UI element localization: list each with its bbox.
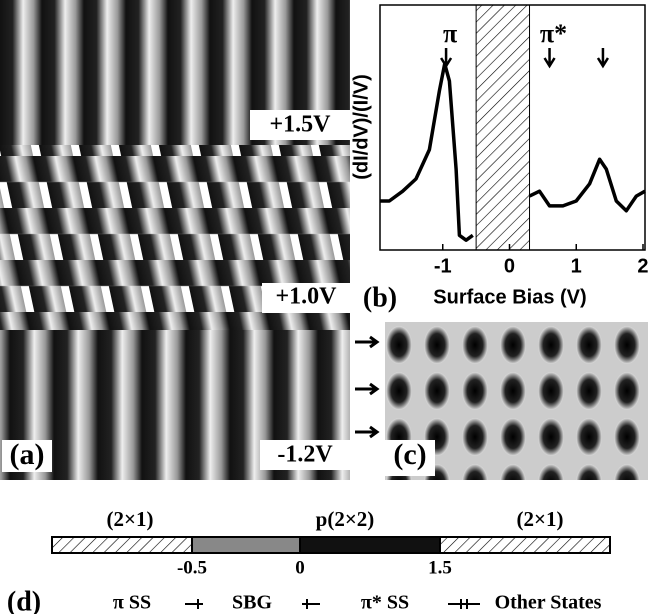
- bias-label: -1.2V: [277, 442, 333, 468]
- x-tick-label: 2: [637, 255, 648, 277]
- bias-tick-label: 1.5: [428, 557, 452, 578]
- gap-region: [475, 4, 531, 251]
- phase-label: p(2×2): [316, 507, 375, 531]
- state-label: SBG: [232, 592, 272, 614]
- phase-label: (2×1): [107, 507, 154, 531]
- x-axis-label: Surface Bias (V): [433, 286, 586, 308]
- arrow: [543, 48, 556, 69]
- x-tick-label: 1: [571, 255, 582, 277]
- x-tick-label: 0: [504, 255, 515, 277]
- plot-frame: [379, 4, 646, 251]
- bias-label: +1.0V: [275, 284, 337, 310]
- panel-c-image: [355, 322, 648, 480]
- panel-a-image: [0, 0, 350, 480]
- panel-label: (a): [10, 438, 45, 471]
- panel-label: (d): [7, 586, 41, 614]
- panel-label: (b): [363, 282, 397, 313]
- state-label: π SS: [113, 592, 151, 614]
- x-tick-label: -1: [434, 255, 452, 277]
- arrow: [440, 48, 453, 69]
- state-label: Other States: [495, 592, 602, 614]
- arrow: [596, 48, 610, 69]
- spectrum-line: [380, 62, 646, 242]
- bias-tick-label: -0.5: [177, 557, 207, 578]
- panel-label: (c): [393, 438, 426, 471]
- bias-label: +1.5V: [269, 112, 331, 138]
- panel-d: [51, 536, 611, 609]
- arrow-label: π*: [540, 19, 567, 48]
- bias-tick-label: 0: [295, 557, 305, 578]
- y-axis-label: (dI/dV)/(I/V): [350, 74, 372, 180]
- arrow-label: π: [443, 19, 457, 48]
- phase-label: (2×1): [517, 507, 564, 531]
- state-label: π* SS: [361, 592, 409, 614]
